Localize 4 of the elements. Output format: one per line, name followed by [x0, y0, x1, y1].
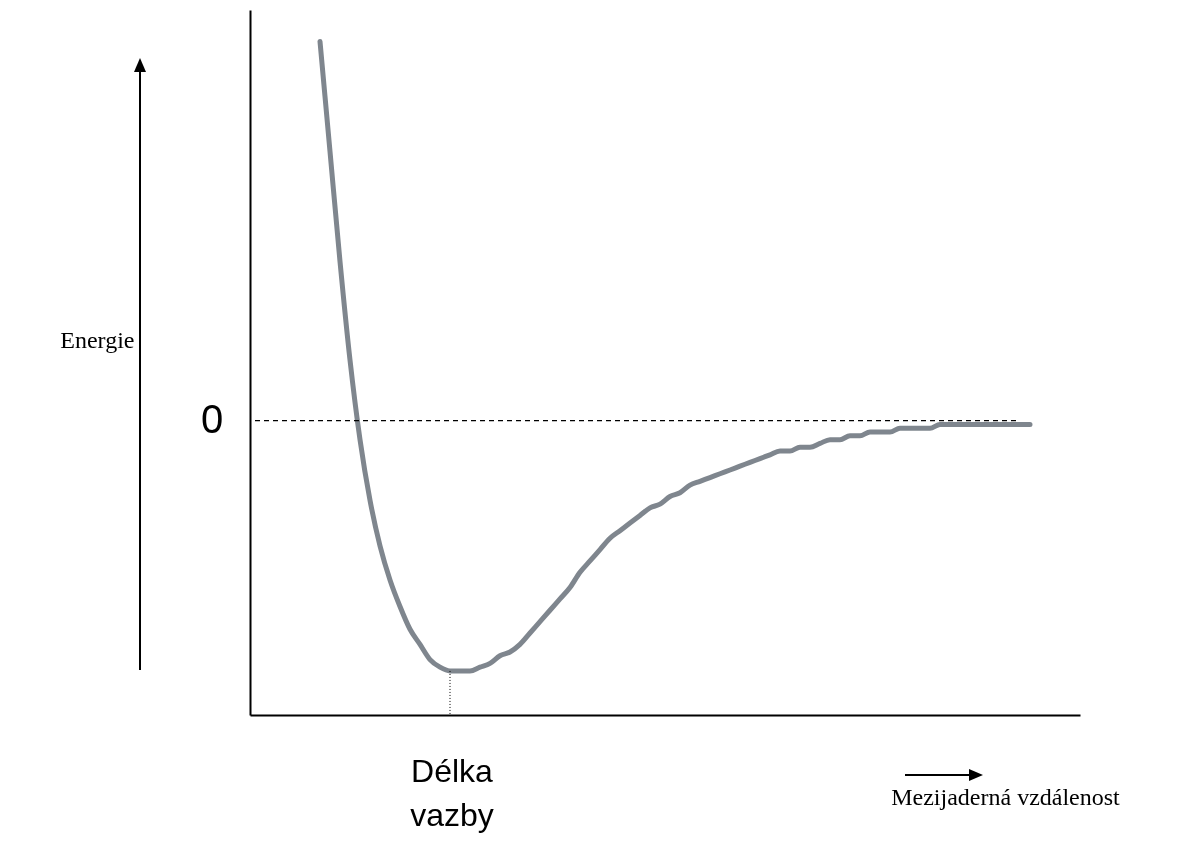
- x-axis-title: Mezijaderná vzdálenost: [891, 783, 1121, 810]
- ref-line-label: 0: [200, 396, 224, 441]
- y-axis-title: Energie: [60, 326, 135, 353]
- text: Délka vazby: [410, 753, 494, 833]
